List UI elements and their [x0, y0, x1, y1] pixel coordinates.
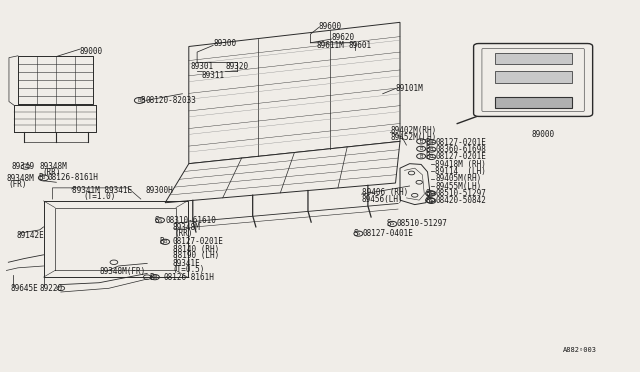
Text: 88140 (RH): 88140 (RH): [173, 245, 219, 254]
Text: B: B: [138, 98, 141, 103]
Text: 89320: 89320: [225, 62, 248, 71]
Bar: [495, 53, 572, 64]
Text: 08127-0201E: 08127-0201E: [435, 153, 486, 161]
Text: 89114  (LH): 89114 (LH): [435, 167, 486, 176]
Text: 08120-82033: 08120-82033: [146, 96, 196, 105]
Text: S: S: [426, 196, 430, 205]
Text: 89611M: 89611M: [316, 41, 344, 50]
Text: (T=0.5): (T=0.5): [173, 265, 205, 274]
Text: 89405M(RH): 89405M(RH): [435, 174, 481, 183]
Text: 89348M(FR): 89348M(FR): [99, 267, 145, 276]
Text: 89311: 89311: [202, 71, 225, 80]
Text: 08510-51297: 08510-51297: [397, 219, 447, 228]
Text: 08360-61698: 08360-61698: [435, 145, 486, 154]
Text: 89349: 89349: [12, 162, 35, 171]
Text: 89620: 89620: [332, 33, 355, 42]
Text: 89348M: 89348M: [6, 174, 34, 183]
Text: B: B: [42, 175, 45, 180]
Text: B: B: [153, 275, 157, 280]
Text: S: S: [429, 198, 433, 203]
Text: 89300H: 89300H: [146, 186, 173, 195]
Text: B: B: [419, 154, 423, 159]
Text: 08127-0401E: 08127-0401E: [362, 229, 413, 238]
Text: B: B: [429, 147, 433, 152]
Text: 89300: 89300: [213, 39, 236, 48]
Text: B: B: [419, 146, 423, 151]
Text: B: B: [38, 173, 43, 182]
Text: 08126-8161H: 08126-8161H: [163, 273, 214, 282]
Text: (T=1.0): (T=1.0): [83, 192, 116, 201]
Text: B: B: [419, 139, 423, 144]
Text: 89101M: 89101M: [396, 84, 423, 93]
Text: 89601: 89601: [349, 41, 372, 50]
Text: S: S: [353, 229, 358, 238]
Text: S: S: [154, 216, 159, 225]
Text: B: B: [149, 273, 154, 282]
Text: 89406 (RH): 89406 (RH): [362, 188, 408, 197]
Text: B: B: [140, 96, 145, 105]
Text: S: S: [390, 221, 394, 227]
Text: 89000: 89000: [531, 130, 554, 139]
Text: 89456(LH): 89456(LH): [362, 195, 403, 204]
Text: 89402M(RH): 89402M(RH): [390, 126, 436, 135]
Text: 89341M 89341E: 89341M 89341E: [72, 186, 132, 195]
Text: B: B: [426, 145, 430, 154]
Text: S: S: [387, 219, 391, 228]
Text: 88190 (LH): 88190 (LH): [173, 251, 219, 260]
Text: (RR): (RR): [42, 168, 61, 177]
Text: 08510-51297: 08510-51297: [435, 189, 486, 198]
Text: B: B: [429, 154, 433, 160]
Text: 08126-8161H: 08126-8161H: [48, 173, 99, 182]
Text: 08127-0201E: 08127-0201E: [173, 237, 223, 246]
Text: S: S: [426, 189, 430, 198]
Text: 89645E: 89645E: [10, 284, 38, 293]
Text: S: S: [158, 218, 162, 223]
Text: 89348M: 89348M: [40, 162, 67, 171]
Text: B: B: [163, 239, 167, 244]
Text: 89418M (RH): 89418M (RH): [435, 160, 486, 169]
Polygon shape: [400, 164, 430, 205]
Text: (FR): (FR): [8, 180, 27, 189]
Text: 89000: 89000: [80, 47, 103, 56]
Polygon shape: [189, 22, 400, 164]
Text: 89348M: 89348M: [173, 223, 200, 232]
Text: 89301: 89301: [191, 62, 214, 71]
FancyBboxPatch shape: [474, 44, 593, 116]
Text: S: S: [356, 231, 360, 236]
Text: 89600: 89600: [319, 22, 342, 31]
Text: B: B: [159, 237, 164, 246]
Polygon shape: [165, 141, 400, 203]
Text: B: B: [429, 140, 433, 145]
Text: B: B: [426, 138, 430, 147]
Text: 89142E: 89142E: [17, 231, 44, 240]
Text: 89452M(LH): 89452M(LH): [390, 133, 436, 142]
Text: S: S: [429, 191, 433, 196]
Bar: [495, 97, 572, 108]
Text: 89220: 89220: [40, 284, 63, 293]
Text: 08310-61610: 08310-61610: [165, 216, 216, 225]
Text: 89341E: 89341E: [173, 259, 200, 267]
Bar: [495, 71, 572, 83]
Text: S: S: [428, 191, 432, 196]
Text: (RR): (RR): [174, 229, 193, 238]
Text: 08420-50842: 08420-50842: [435, 196, 486, 205]
Text: B: B: [426, 153, 430, 161]
Text: A882◦003: A882◦003: [563, 347, 597, 353]
Text: 08127-0201E: 08127-0201E: [435, 138, 486, 147]
Text: S: S: [428, 198, 432, 203]
Text: 89455M(LH): 89455M(LH): [435, 182, 481, 190]
